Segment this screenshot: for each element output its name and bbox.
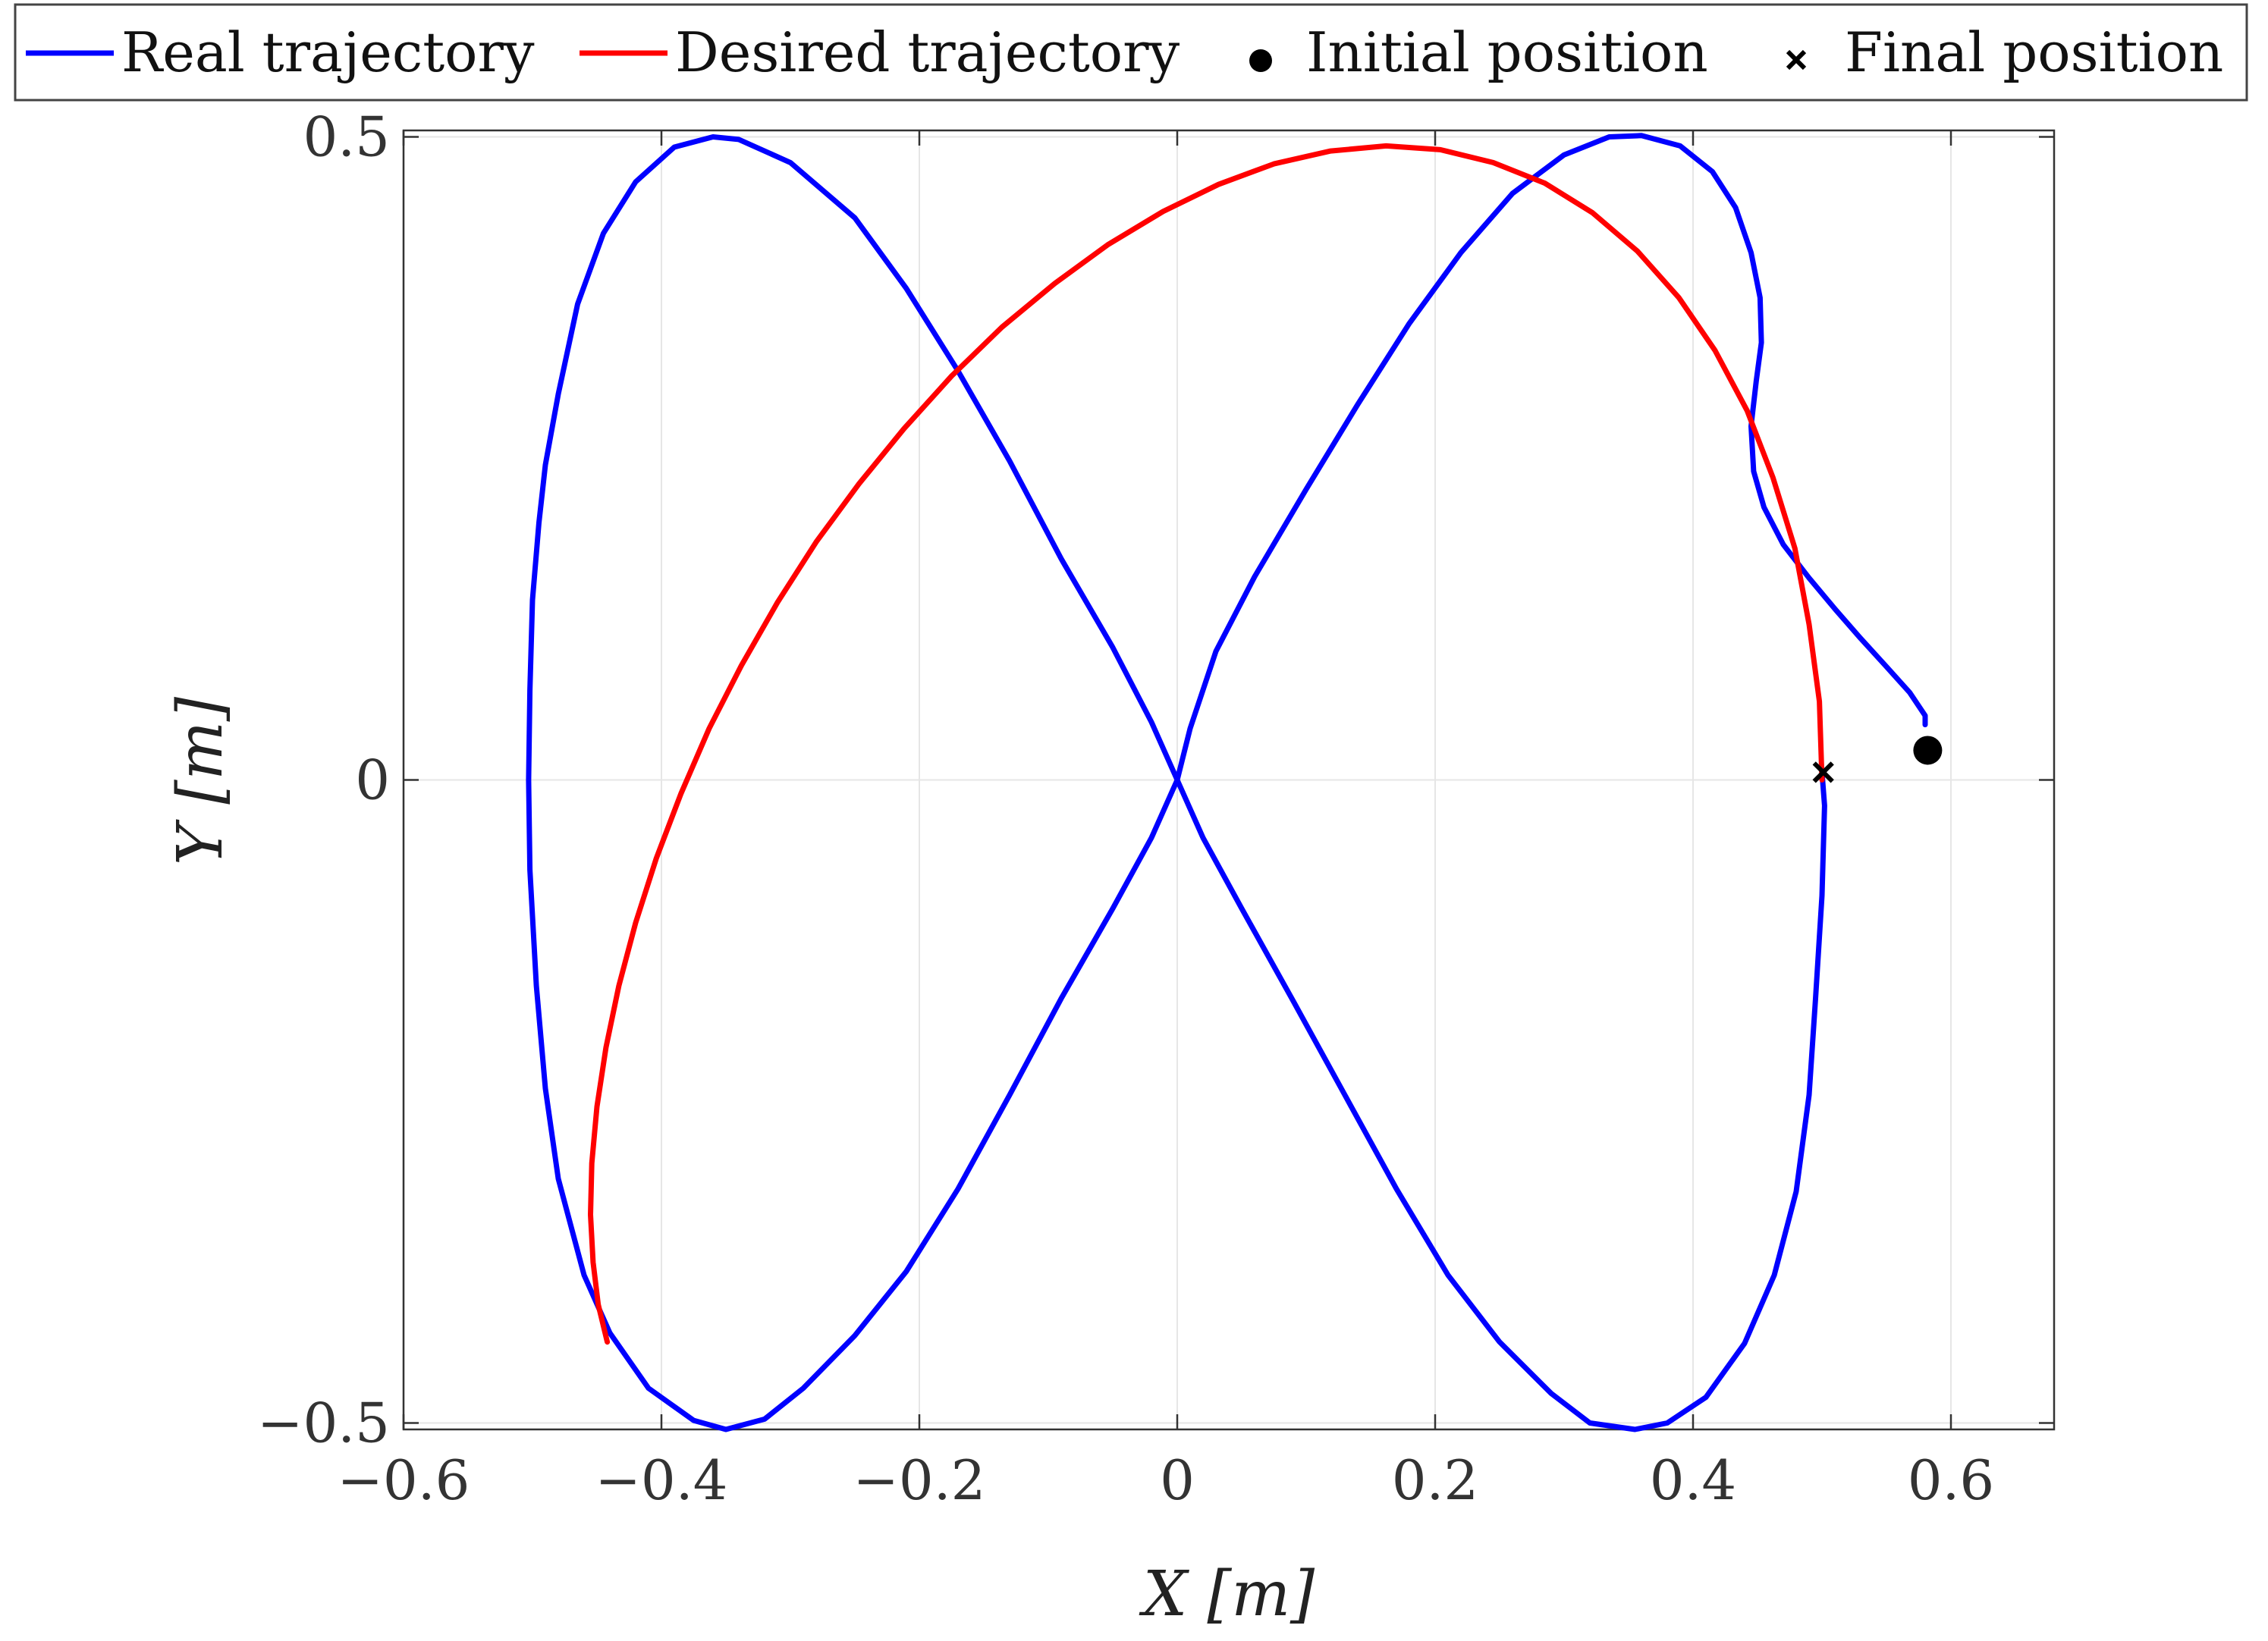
- initial-position-marker: [1913, 736, 1943, 765]
- axes-layer: [402, 129, 2056, 1431]
- series-line-desired-trajectory: [588, 143, 1825, 1345]
- x-tick-label: 0.2: [1392, 1448, 1479, 1512]
- series-line-real-trajectory: [526, 133, 1928, 1432]
- data-layer: [526, 133, 1943, 1432]
- y-tick-label: 0.5: [303, 105, 390, 168]
- tick-label-layer: −0.6 −0.4 −0.2 0 0.2 0.4 0.6 −0.5 0 0.5: [257, 105, 1994, 1512]
- legend-label-desired: Desired trajectory: [675, 20, 1180, 84]
- legend-label-real: Real trajectory: [121, 20, 535, 84]
- y-axis-label: Y [m]: [165, 696, 237, 865]
- legend-initial-dot-icon: [1249, 49, 1272, 72]
- final-position-marker: [1812, 761, 1834, 783]
- x-tick-label: −0.2: [853, 1448, 986, 1512]
- legend-label-initial: Initial position: [1306, 20, 1708, 84]
- y-tick-label: −0.5: [257, 1392, 390, 1455]
- legend-final-cross-icon: [1786, 49, 1807, 71]
- x-tick-label: 0.6: [1908, 1448, 1995, 1512]
- grid-layer: [403, 130, 2054, 1429]
- x-tick-label: 0: [1160, 1448, 1195, 1512]
- legend-label-final: Final position: [1845, 20, 2223, 84]
- x-axis-label: X [m]: [1139, 1558, 1315, 1630]
- x-tick-label: 0.4: [1650, 1448, 1737, 1512]
- x-tick-label: −0.6: [338, 1448, 470, 1512]
- legend-box: [14, 3, 2248, 102]
- x-tick-label: −0.4: [595, 1448, 728, 1512]
- legend: Real trajectory Desired trajectory Initi…: [14, 3, 2248, 102]
- y-tick-label: 0: [355, 748, 390, 812]
